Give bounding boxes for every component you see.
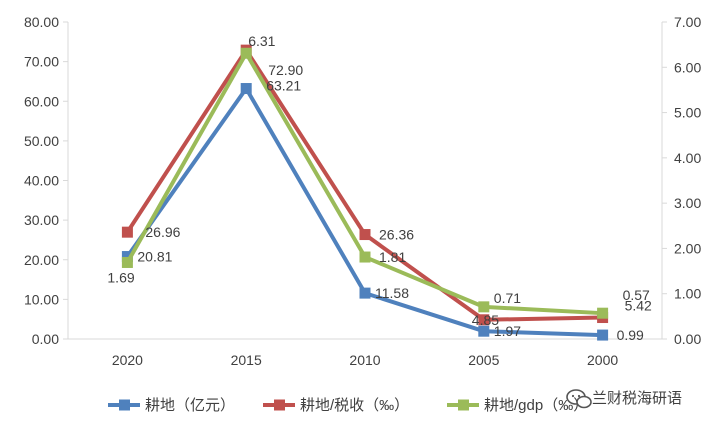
y-right-tick-label: 0.00 bbox=[674, 331, 701, 347]
y-right-tick-label: 1.00 bbox=[674, 286, 701, 302]
data-label: 1.97 bbox=[494, 323, 521, 339]
y-left-tick-label: 10.00 bbox=[24, 291, 59, 307]
series-lines bbox=[121, 44, 609, 341]
data-label: 0.57 bbox=[623, 287, 650, 303]
watermark: 兰财税海研语 bbox=[566, 389, 682, 409]
data-label: 1.81 bbox=[379, 249, 406, 265]
legend-marker bbox=[458, 399, 469, 411]
legend-label: 耕地（亿元） bbox=[145, 396, 235, 414]
series-1-marker bbox=[240, 83, 252, 95]
series-2-marker bbox=[359, 229, 371, 241]
y-left-tick-label: 50.00 bbox=[24, 133, 59, 149]
legend-item-2: 耕地/税收（‰） bbox=[263, 396, 409, 414]
legend-item-1: 耕地（亿元） bbox=[108, 396, 235, 414]
legend-marker bbox=[274, 399, 285, 411]
series-3-marker bbox=[240, 47, 252, 59]
data-label: 4.85 bbox=[472, 312, 499, 328]
chart-legend: 耕地（亿元） 耕地/税收（‰） 耕地/gdp（‰） bbox=[108, 396, 588, 414]
watermark-text: 兰财税海研语 bbox=[592, 390, 682, 407]
x-tick-label: 2000 bbox=[587, 352, 618, 368]
series-2-marker bbox=[121, 226, 133, 238]
legend-label: 耕地/税收（‰） bbox=[300, 396, 409, 414]
y-right-tick-label: 7.00 bbox=[674, 14, 701, 30]
y-left-tick-label: 80.00 bbox=[24, 14, 59, 30]
data-label: 11.58 bbox=[375, 285, 409, 301]
data-label: 63.21 bbox=[266, 78, 301, 94]
series-3-marker bbox=[359, 251, 371, 263]
data-label: 0.99 bbox=[617, 327, 644, 343]
series-1-marker bbox=[121, 251, 133, 263]
series-1-marker bbox=[359, 287, 371, 299]
data-label: 26.36 bbox=[379, 227, 414, 243]
x-tick-label: 2010 bbox=[349, 352, 380, 368]
y-right-tick-label: 4.00 bbox=[674, 150, 701, 166]
series-2-marker bbox=[478, 314, 490, 326]
series-line-2 bbox=[125, 48, 603, 322]
chart-axes: 0.00 10.00 20.00 30.00 40.00 50.00 60.00 70.00 8… bbox=[24, 14, 702, 368]
legend-marker bbox=[119, 399, 130, 411]
data-label: 6.31 bbox=[248, 33, 275, 49]
legend-item-3: 耕地/gdp（‰） bbox=[447, 396, 588, 414]
series-3-marker bbox=[478, 301, 490, 313]
series-1-marker bbox=[478, 325, 490, 337]
y-left-tick-label: 40.00 bbox=[24, 173, 59, 189]
y-right-tick-label: 2.00 bbox=[674, 240, 701, 256]
x-tick-label: 2020 bbox=[112, 352, 143, 368]
y-right-tick-label: 6.00 bbox=[674, 59, 701, 75]
wechat-icon bbox=[566, 389, 592, 409]
data-label: 1.69 bbox=[107, 269, 134, 285]
data-label: 5.42 bbox=[625, 298, 652, 314]
data-label: 72.90 bbox=[268, 62, 303, 78]
series-3-marker bbox=[597, 307, 609, 319]
data-label: 26.96 bbox=[145, 224, 180, 240]
y-left-tick-label: 20.00 bbox=[24, 252, 59, 268]
series-line-3 bbox=[125, 51, 603, 316]
y-left-tick-label: 30.00 bbox=[24, 212, 59, 228]
x-tick-label: 2005 bbox=[468, 352, 499, 368]
data-label: 20.81 bbox=[137, 249, 172, 265]
series-3-marker bbox=[121, 256, 133, 268]
y-left-tick-label: 70.00 bbox=[24, 54, 59, 70]
y-right-tick-label: 3.00 bbox=[674, 195, 701, 211]
data-labels: 20.81 63.21 11.58 1.97 0.99 26.96 72.90 26.36 4.… bbox=[107, 33, 652, 343]
x-tick-label: 2015 bbox=[231, 352, 262, 368]
y-right-tick-label: 5.00 bbox=[674, 105, 701, 121]
y-left-tick-label: 60.00 bbox=[24, 93, 59, 109]
y-left-tick-label: 0.00 bbox=[32, 331, 59, 347]
data-label: 0.71 bbox=[494, 290, 521, 306]
series-1-marker bbox=[597, 329, 609, 341]
legend-label: 耕地/gdp（‰） bbox=[484, 396, 588, 414]
